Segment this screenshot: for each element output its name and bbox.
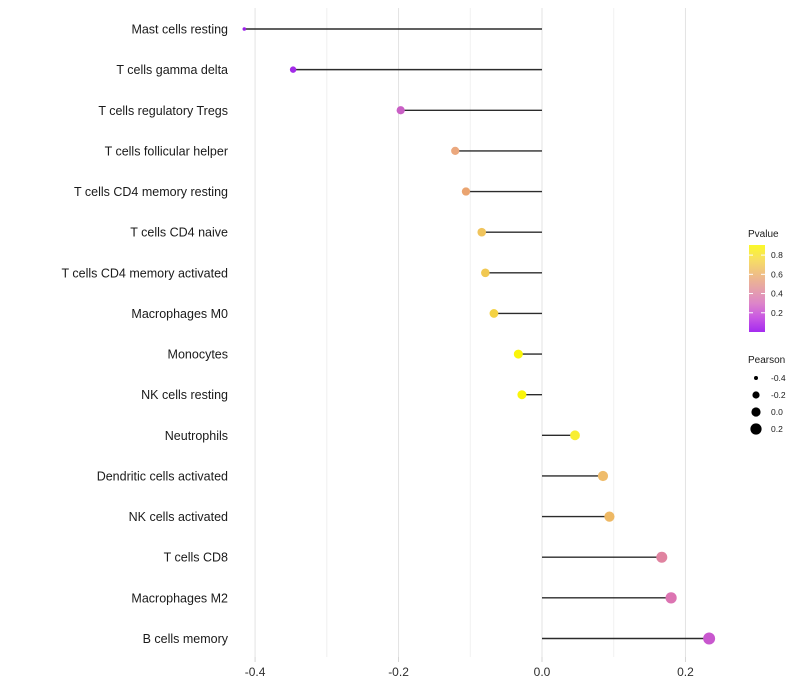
legend-layer: Pvalue Pearson 0.8 0.6 0.4 0.2 -0.4 -0.2 0.0 0.… xyxy=(748,229,786,435)
lollipop-dot xyxy=(597,470,609,482)
x-axis-tick-label: -0.4 xyxy=(245,665,266,679)
category-label: Neutrophils xyxy=(165,429,228,443)
lollipop-dot xyxy=(481,268,490,278)
x-axis-tick-label: -0.2 xyxy=(388,665,409,679)
lollipop-dot xyxy=(289,66,297,73)
lollipop-dot xyxy=(604,511,615,522)
lollipop-dot xyxy=(703,632,716,645)
size-legend-label: 0.2 xyxy=(771,424,783,434)
size-legend-label: 0.0 xyxy=(771,407,783,417)
axis-layer: -0.4 -0.2 0.0 0.2 xyxy=(245,657,694,679)
category-label: Dendritic cells activated xyxy=(97,469,228,483)
lollipop-dot xyxy=(570,430,580,441)
lollipop-dot xyxy=(665,592,677,604)
lollipop-layer: Mast cells resting T cells gamma delta T c… xyxy=(62,23,716,646)
category-label: Monocytes xyxy=(168,348,228,362)
lollipop-dot xyxy=(396,106,405,115)
colorbar-tick-label: 0.8 xyxy=(771,250,783,260)
colorbar-tick-label: 0.4 xyxy=(771,289,783,299)
lollipop-dot xyxy=(656,551,668,563)
colorbar-tick-label: 0.2 xyxy=(771,308,783,318)
size-legend-dot xyxy=(752,391,760,399)
size-legend-label: -0.2 xyxy=(771,390,786,400)
category-label: T cells CD4 memory resting xyxy=(74,185,228,199)
size-legend-dot xyxy=(751,407,761,417)
category-label: T cells CD8 xyxy=(164,551,228,565)
size-legend-dot xyxy=(750,423,762,435)
colorbar-tick-label: 0.6 xyxy=(771,269,783,279)
category-label: B cells memory xyxy=(143,632,229,646)
category-label: Macrophages M2 xyxy=(131,591,228,605)
category-label: Mast cells resting xyxy=(131,23,228,37)
category-label: Macrophages M0 xyxy=(131,307,228,321)
category-label: T cells follicular helper xyxy=(105,144,228,158)
lollipop-dot xyxy=(517,390,527,400)
category-label: T cells CD4 naive xyxy=(130,226,228,240)
pvalue-colorbar xyxy=(749,245,765,332)
size-legend-title: Pearson xyxy=(748,355,785,366)
lollipop-dot xyxy=(461,187,471,196)
category-label: T cells gamma delta xyxy=(116,63,228,77)
category-label: NK cells activated xyxy=(129,510,228,524)
lollipop-dot xyxy=(489,309,499,318)
lollipop-dot xyxy=(242,27,247,31)
lollipop-dot xyxy=(451,146,460,155)
x-axis-tick-label: 0.2 xyxy=(677,665,694,679)
x-axis-tick-label: 0.0 xyxy=(534,665,551,679)
gridline-layer xyxy=(254,8,686,657)
lollipop-dot xyxy=(513,349,523,359)
category-label: NK cells resting xyxy=(141,388,228,402)
category-label: T cells CD4 memory activated xyxy=(62,266,229,280)
size-legend-label: -0.4 xyxy=(771,373,786,383)
size-legend-dot xyxy=(754,376,758,380)
category-label: T cells regulatory Tregs xyxy=(98,104,228,118)
colorbar-legend-title: Pvalue xyxy=(748,229,779,240)
lollipop-dot xyxy=(477,227,487,237)
